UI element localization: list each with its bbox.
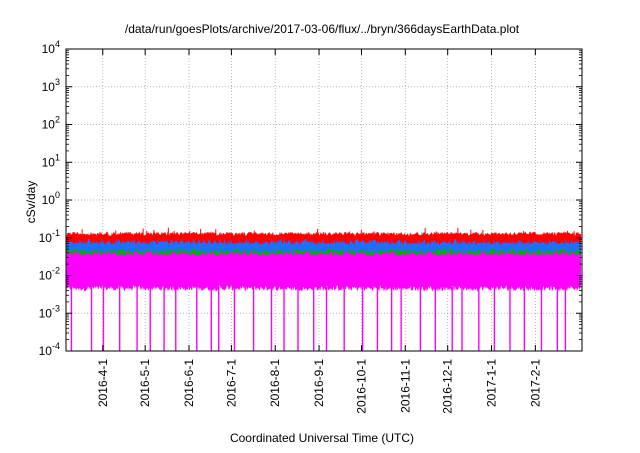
x-tick-label: 2016-12-1 (441, 359, 455, 414)
axes: 10-4 10-3 10-2 10-1 100 101 102 103 104 2016-4-1 2… (39, 39, 583, 414)
y-tick-label: 10-1 (39, 228, 60, 245)
y-tick-label: 102 (42, 115, 60, 132)
plot-frame (65, 48, 583, 352)
x-tick-label: 2017-1-1 (485, 359, 499, 407)
x-tick-label: 2016-4-1 (96, 359, 110, 407)
y-tick-label: 10-3 (39, 303, 60, 320)
chart-title: /data/run/goesPlots/archive/2017-03-06/f… (125, 22, 520, 36)
y-tick-label: 100 (42, 190, 60, 207)
x-tick-label: 2016-8-1 (268, 359, 282, 407)
series-band (66, 231, 581, 246)
x-tick-label: 2016-9-1 (312, 359, 326, 407)
x-axis-label: Coordinated Universal Time (UTC) (230, 431, 414, 445)
x-tick-label: 2016-6-1 (182, 359, 196, 407)
y-tick-label: 103 (42, 77, 60, 94)
y-tick-label: 10-4 (39, 341, 60, 358)
y-axis-label: cSv/day (24, 181, 38, 224)
y-tick-label: 104 (42, 39, 60, 56)
x-tick-label: 2016-5-1 (138, 359, 152, 407)
x-tick-label: 2017-2-1 (528, 359, 542, 407)
y-tick-label: 101 (42, 152, 60, 169)
y-tick-label: 10-2 (39, 266, 60, 283)
x-tick-label: 2016-11-1 (398, 359, 412, 413)
x-tick-label: 2016-10-1 (354, 359, 368, 414)
series-line (66, 242, 581, 351)
plot-series (66, 227, 581, 351)
x-tick-label: 2016-7-1 (224, 359, 238, 407)
series-line (66, 227, 581, 246)
